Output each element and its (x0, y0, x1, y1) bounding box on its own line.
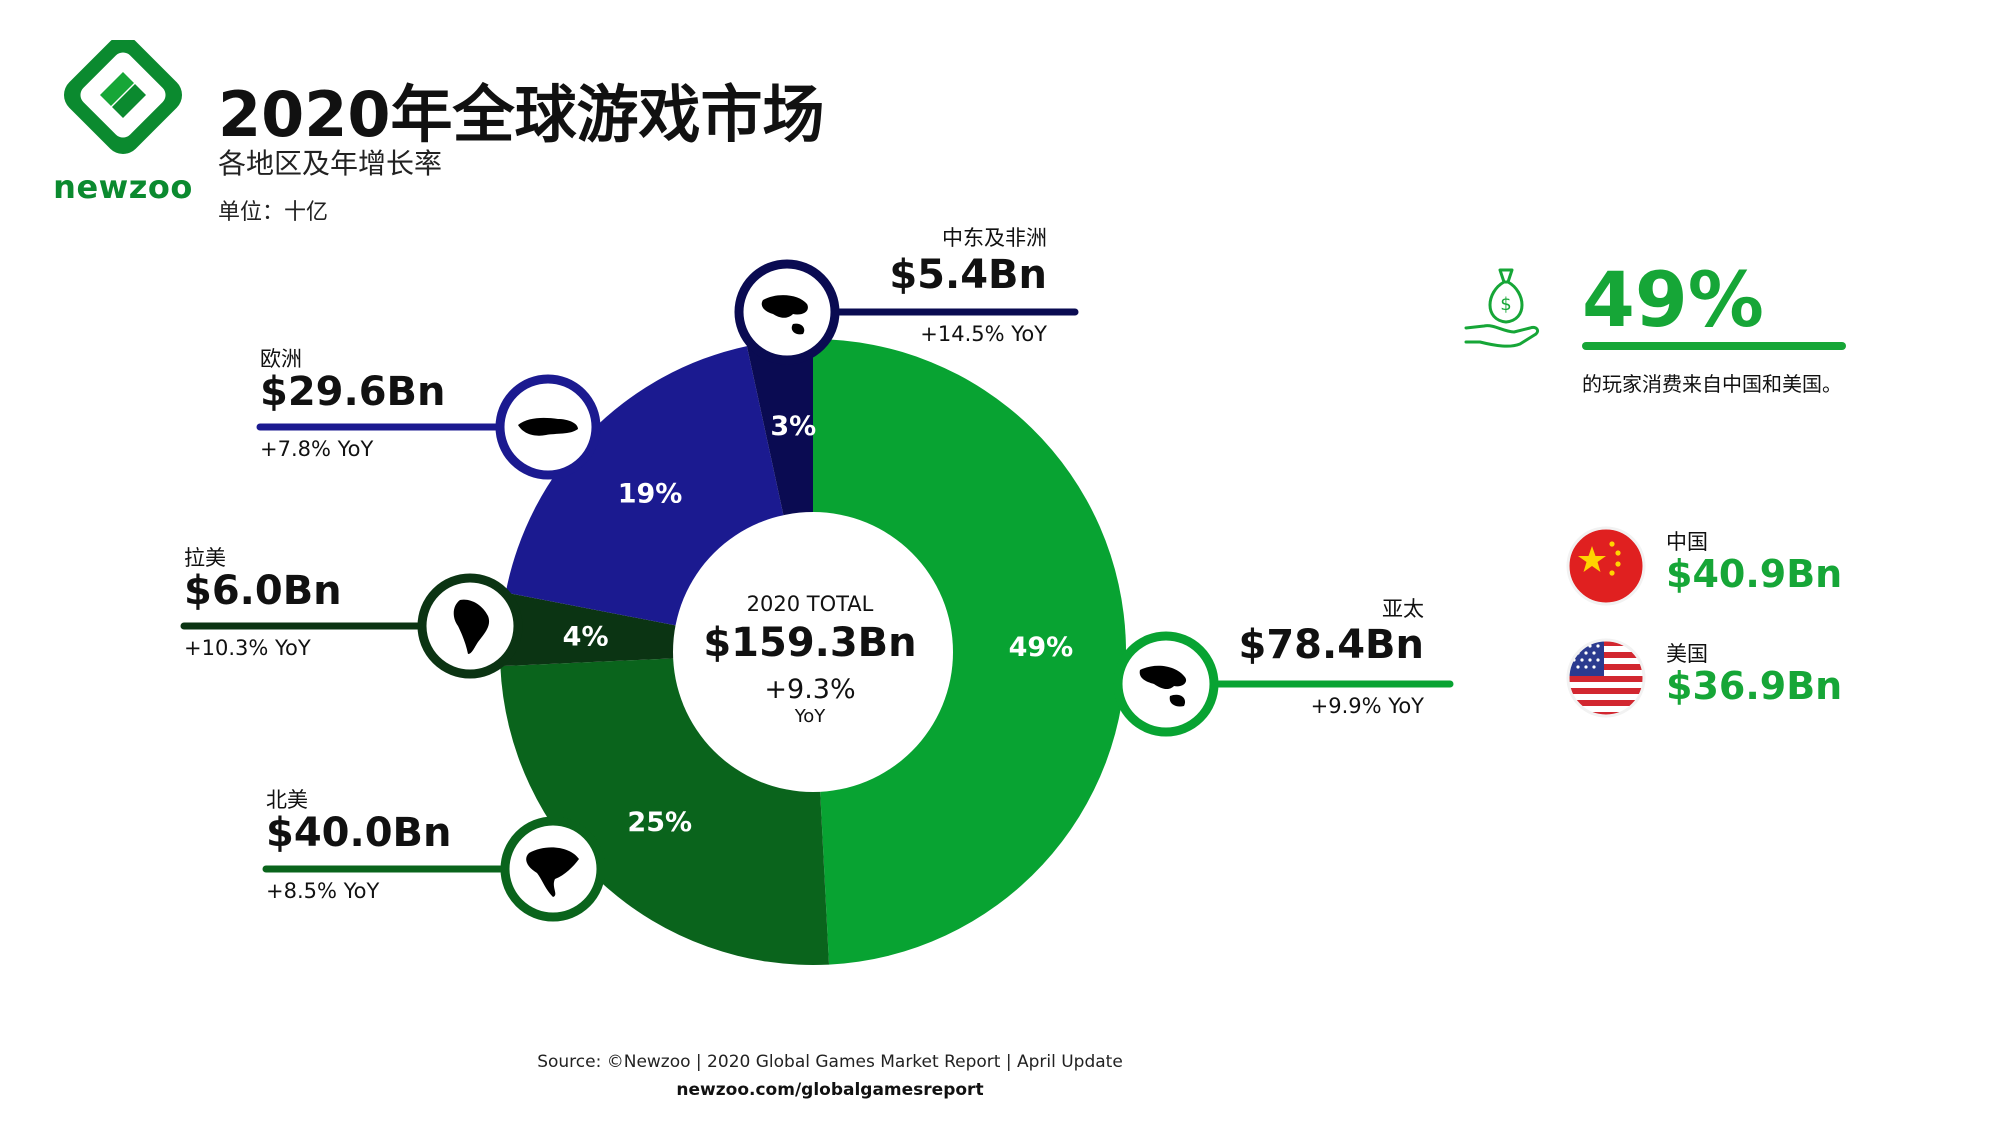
region-name-apac: 亚太 (1382, 597, 1424, 621)
region-name-latam: 拉美 (184, 546, 226, 570)
map-badge-na (500, 816, 606, 922)
center-label: 2020 TOTAL (746, 592, 874, 616)
map-badge-mea (734, 259, 840, 365)
map-badge-europe (495, 374, 601, 480)
europe-map-icon (518, 417, 578, 436)
region-yoy-mea: +14.5% YoY (920, 322, 1047, 346)
country-value-usa: $36.9Bn (1666, 664, 1843, 708)
region-value-na: $40.0Bn (266, 810, 452, 856)
center-growth: +9.3% (764, 674, 856, 705)
slice-label-na: 25% (627, 807, 692, 838)
svg-text:$: $ (1500, 294, 1511, 315)
region-name-mea: 中东及非洲 (942, 226, 1047, 250)
region-value-apac: $78.4Bn (1238, 622, 1425, 668)
spending-percent: 49% (1582, 255, 1764, 344)
region-yoy-latam: +10.3% YoY (184, 636, 311, 660)
money-bag-hand-icon: $ (1460, 262, 1550, 352)
region-value-latam: $6.0Bn (184, 568, 342, 614)
latam-map-icon (453, 599, 490, 654)
region-value-mea: $5.4Bn (889, 252, 1047, 298)
country-name-usa: 美国 (1666, 642, 1708, 666)
region-yoy-apac: +9.9% YoY (1310, 694, 1424, 718)
region-name-europe: 欧洲 (260, 347, 302, 371)
website-link[interactable]: newzoo.com/globalgamesreport (676, 1080, 984, 1100)
spending-underline (1582, 342, 1846, 350)
donut-hole (673, 512, 953, 792)
source-note: Source: ©Newzoo | 2020 Global Games Mark… (537, 1052, 1123, 1072)
brand-name: newzoo (53, 168, 193, 206)
usa-flag-icon (1566, 638, 1646, 718)
unit-label: 单位：十亿 (218, 200, 329, 225)
map-badge-latam (417, 573, 523, 679)
center-growth-unit: YoY (794, 706, 826, 727)
apac-map-icon (1139, 665, 1187, 707)
region-yoy-na: +8.5% YoY (266, 879, 380, 903)
center-total: $159.3Bn (703, 620, 917, 666)
region-name-na: 北美 (266, 788, 308, 812)
slice-label-europe: 19% (618, 479, 683, 510)
china-flag-icon (1566, 526, 1646, 606)
slice-label-apac: 49% (1009, 632, 1074, 663)
na-map-icon (526, 847, 579, 897)
slice-apac (813, 339, 1127, 965)
slice-labels: 49% 25% 4% 19% 3% (563, 411, 1074, 838)
page-subtitle: 各地区及年增长率 (218, 147, 443, 180)
region-value-europe: $29.6Bn (260, 369, 446, 415)
spending-caption: 的玩家消费来自中国和美国。 (1582, 372, 1842, 396)
newzoo-logo-icon (48, 35, 198, 215)
slice-label-mea: 3% (770, 411, 816, 442)
country-name-china: 中国 (1666, 530, 1708, 554)
region-badges (417, 259, 1219, 922)
slice-label-latam: 4% (563, 621, 609, 652)
page-title: 2020年全球游戏市场 (218, 78, 825, 151)
country-value-china: $40.9Bn (1666, 552, 1843, 596)
region-yoy-europe: +7.8% YoY (260, 437, 374, 461)
mea-map-icon (761, 295, 808, 335)
map-badge-apac (1113, 631, 1219, 737)
